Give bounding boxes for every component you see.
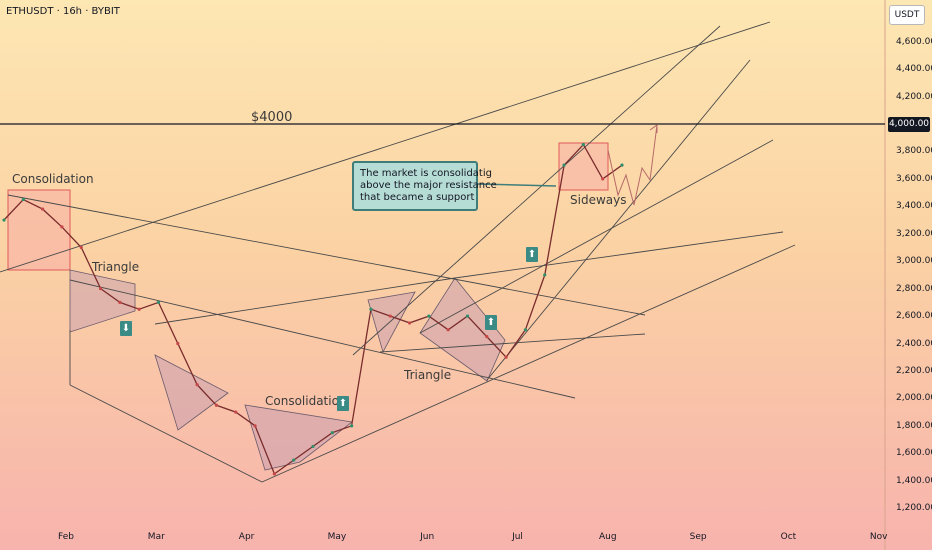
price-point <box>504 355 508 359</box>
arrow-up-icon: ⬆ <box>337 396 349 411</box>
arrow-down-icon: ⬇ <box>120 321 132 336</box>
consolidation-zone <box>7 189 71 271</box>
price-point <box>137 307 141 311</box>
price-tick-label: 2,000.00 <box>896 393 932 404</box>
price-point <box>562 163 566 167</box>
consolidation-zone <box>558 142 609 191</box>
pattern-shape <box>69 269 136 333</box>
price-point <box>465 314 470 318</box>
price-tick-label: 3,200.00 <box>896 228 932 239</box>
price-point <box>156 300 161 304</box>
price-point <box>272 472 276 476</box>
time-tick-label: Mar <box>147 532 165 542</box>
projection-arrowhead <box>649 124 658 133</box>
trend-line <box>261 244 796 483</box>
price-point <box>234 410 238 414</box>
pattern-shape <box>367 291 416 354</box>
pattern-shape <box>244 404 353 471</box>
time-tick-label: Jul <box>512 532 523 542</box>
price-point <box>523 328 528 332</box>
price-point <box>620 163 624 167</box>
axis-unit-button[interactable]: USDT <box>889 5 925 25</box>
price-point <box>350 424 354 428</box>
price-point <box>330 431 334 435</box>
callout-line: that became a support <box>360 192 475 203</box>
level-price-tag: 4,000.00 <box>888 117 930 132</box>
price-point <box>581 142 585 147</box>
pattern-shape <box>154 354 229 431</box>
trend-line <box>352 25 721 356</box>
price-tick-label: 3,000.00 <box>896 256 932 267</box>
time-tick-label: Oct <box>780 532 797 542</box>
price-point <box>292 458 296 462</box>
price-tick-label: 4,400.00 <box>896 64 932 75</box>
price-point <box>601 177 605 181</box>
price-tick-label: 2,200.00 <box>896 365 932 376</box>
arrow-up-icon: ⬆ <box>526 247 538 262</box>
price-tick-label: 3,800.00 <box>896 146 932 157</box>
time-tick-label: Feb <box>58 532 74 542</box>
trend-line <box>379 333 646 353</box>
price-tick-label: 1,400.00 <box>896 475 932 486</box>
time-tick-label: Jun <box>420 532 435 542</box>
price-point <box>427 314 431 318</box>
callout-line: above the major resistance <box>360 180 497 191</box>
arrow-up-icon: ⬆ <box>485 315 497 330</box>
price-point <box>214 403 219 407</box>
price-point <box>2 218 6 222</box>
time-tick-label: Aug <box>599 532 617 542</box>
price-point <box>98 287 103 291</box>
trend-line <box>7 194 646 316</box>
price-point <box>446 328 450 332</box>
price-point <box>41 207 45 211</box>
annotation-sideways: Sideways <box>570 193 627 207</box>
price-point <box>388 314 392 318</box>
callout-note[interactable]: The market is consolidatig above the maj… <box>352 161 497 211</box>
price-point <box>60 225 64 229</box>
time-tick-label: Nov <box>869 532 888 542</box>
time-tick-label: May <box>327 532 347 542</box>
trend-line <box>419 139 774 334</box>
price-point <box>176 341 180 346</box>
price-tick-label: 3,400.00 <box>896 201 932 212</box>
price-point <box>543 273 547 277</box>
time-tick-label: Apr <box>238 532 255 542</box>
price-point <box>253 424 257 428</box>
price-tick-label: 4,200.00 <box>896 91 932 102</box>
trend-line <box>69 384 263 483</box>
trend-line <box>69 279 576 399</box>
price-point <box>485 335 489 339</box>
price-point <box>311 444 315 449</box>
annotation-consolidation: Consolidation <box>12 172 94 186</box>
resistance-level-label: $4000 <box>251 110 293 125</box>
price-point <box>369 307 373 311</box>
price-tick-label: 4,600.00 <box>896 36 932 47</box>
projection-line <box>607 124 658 206</box>
callout-line: The market is consolidatig <box>360 168 492 179</box>
price-point <box>21 197 25 202</box>
price-tick-label: 2,400.00 <box>896 338 932 349</box>
price-tick-label: 3,600.00 <box>896 173 932 184</box>
price-tick-label: 1,600.00 <box>896 448 932 459</box>
price-point <box>79 245 83 250</box>
annotation-triangle: Triangle <box>404 368 452 382</box>
trend-line <box>486 59 751 381</box>
callout-pointer <box>477 183 557 187</box>
price-point <box>195 383 199 387</box>
trend-line <box>0 21 771 273</box>
price-tick-label: 1,800.00 <box>896 420 932 431</box>
price-tick-label: 1,200.00 <box>896 503 932 514</box>
price-point <box>407 321 412 325</box>
price-tick-label: 2,600.00 <box>896 311 932 322</box>
trend-line <box>154 277 456 325</box>
time-tick-label: Sep <box>689 532 707 542</box>
trend-line <box>454 231 784 279</box>
annotation-triangle: Triangle <box>92 260 140 274</box>
annotation-consolidation: Consolidation <box>265 394 347 408</box>
symbol-title: ETHUSDT · 16h · BYBIT <box>6 6 120 17</box>
price-point <box>118 300 122 304</box>
price-tick-label: 2,800.00 <box>896 283 932 294</box>
